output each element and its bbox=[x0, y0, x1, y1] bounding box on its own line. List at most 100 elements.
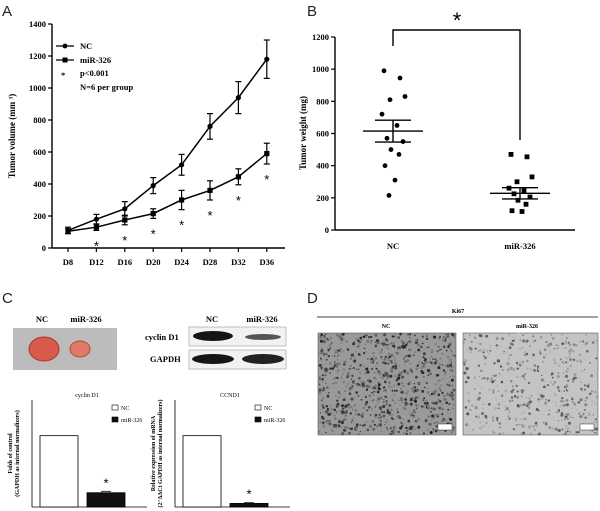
ihc-cell bbox=[525, 352, 529, 356]
ihc-cell bbox=[413, 397, 417, 401]
ihc-cell bbox=[439, 379, 441, 382]
ihc-cell bbox=[414, 416, 416, 418]
ihc-cell bbox=[591, 341, 595, 344]
ihc-cell bbox=[542, 422, 545, 424]
ihc-cell bbox=[340, 341, 343, 345]
ihc-cell bbox=[336, 376, 339, 380]
ihc-cell bbox=[563, 390, 566, 393]
ihc-cell bbox=[572, 380, 574, 383]
ihc-cell bbox=[322, 355, 324, 357]
legend-mir-label: miR-326 bbox=[80, 55, 111, 65]
ihc-cell bbox=[399, 426, 403, 430]
photo-label-nc: NC bbox=[36, 314, 48, 324]
ihc-cell bbox=[328, 344, 330, 346]
ihc-cell bbox=[418, 381, 420, 384]
ihc-cell bbox=[465, 367, 469, 371]
ihc-cell bbox=[333, 417, 337, 420]
ihc-cell bbox=[354, 357, 356, 359]
ihc-cell bbox=[341, 404, 344, 408]
ihc-cell bbox=[489, 344, 492, 347]
chart-b-point-nc bbox=[396, 152, 402, 157]
ihc-cell bbox=[552, 383, 555, 386]
chart-b-point-nc bbox=[384, 135, 390, 141]
ihc-cell bbox=[508, 411, 511, 414]
ihc-cell bbox=[356, 345, 360, 348]
ihc-cell bbox=[332, 386, 334, 388]
panel-c-photo: NC miR-326 bbox=[13, 314, 117, 370]
chart-a-point-mir326 bbox=[65, 228, 71, 234]
ihc-cell bbox=[498, 432, 501, 435]
chart-b-ytick-label: 200 bbox=[316, 193, 329, 203]
ihc-cell bbox=[335, 412, 337, 415]
chart-a-xtick-label: D8 bbox=[63, 257, 73, 267]
ihc-cell bbox=[329, 423, 331, 425]
ihc-cell bbox=[434, 401, 439, 405]
ihc-cell bbox=[346, 377, 348, 379]
ihc-cell bbox=[572, 417, 574, 419]
panel-c-western-blot: NC miR-326 cyclin D1 GAPDH bbox=[145, 314, 287, 370]
ihc-cell bbox=[413, 414, 415, 417]
chart-b-ytick-label: 600 bbox=[316, 129, 329, 139]
ihc-cell bbox=[423, 397, 426, 400]
ihc-cell bbox=[361, 339, 363, 341]
ihc-cell bbox=[402, 343, 405, 345]
ihc-cell bbox=[498, 373, 501, 375]
ihc-cell bbox=[534, 339, 537, 342]
ihc-cell bbox=[441, 338, 445, 342]
ihc-cell bbox=[532, 353, 535, 357]
ihc-cell bbox=[390, 370, 393, 373]
ihc-cell bbox=[383, 398, 385, 401]
ihc-cell bbox=[406, 430, 408, 432]
ihc-cell bbox=[540, 378, 544, 382]
bar-chart-y-label-2: (GAPDH as internal normalizers) bbox=[14, 410, 21, 496]
ihc-cell bbox=[589, 374, 593, 377]
ihc-cell bbox=[353, 396, 356, 398]
ihc-cell bbox=[520, 432, 524, 435]
ihc-cell bbox=[392, 418, 395, 420]
ihc-cell bbox=[551, 336, 555, 340]
ihc-cell bbox=[424, 360, 428, 364]
ihc-cell bbox=[588, 337, 590, 339]
ihc-cell bbox=[516, 396, 519, 399]
ihc-cell bbox=[402, 385, 405, 388]
ihc-cell bbox=[566, 389, 569, 392]
ihc-cell bbox=[319, 352, 321, 354]
ihc-cell bbox=[557, 389, 561, 393]
ihc-cell bbox=[326, 408, 330, 411]
ihc-cell bbox=[579, 359, 582, 361]
ihc-cell bbox=[434, 358, 437, 360]
band-cyclin-nc bbox=[193, 331, 233, 341]
ihc-cell bbox=[548, 409, 550, 412]
ihc-cell bbox=[522, 411, 525, 414]
ihc-cell bbox=[526, 339, 529, 342]
chart-a-point-nc bbox=[264, 56, 270, 62]
ihc-cell bbox=[373, 355, 375, 357]
ihc-cell bbox=[443, 373, 446, 376]
ihc-cell bbox=[376, 425, 379, 427]
ihc-cell bbox=[358, 376, 361, 380]
ihc-cell bbox=[381, 358, 383, 360]
ihc-cell bbox=[520, 395, 523, 398]
chart-b-point-nc bbox=[387, 97, 393, 103]
ihc-cell bbox=[525, 419, 528, 422]
ihc-cell bbox=[401, 371, 403, 374]
ihc-cell bbox=[561, 342, 564, 346]
ihc-cell bbox=[504, 389, 508, 393]
ihc-cell bbox=[576, 371, 578, 373]
ihc-cell bbox=[552, 419, 556, 422]
ihc-cell bbox=[559, 404, 564, 408]
ihc-cell bbox=[516, 367, 519, 370]
ihc-cell bbox=[380, 429, 383, 432]
ihc-cell bbox=[354, 404, 356, 406]
ihc-cell bbox=[572, 358, 576, 362]
ihc-cell bbox=[476, 415, 481, 419]
ihc-background bbox=[462, 332, 599, 436]
ihc-cell bbox=[430, 410, 432, 413]
ihc-cell bbox=[498, 407, 500, 410]
chart-b-point-mir326 bbox=[523, 201, 529, 207]
ihc-cell bbox=[563, 386, 566, 389]
ihc-cell bbox=[431, 414, 435, 418]
ihc-cell bbox=[423, 406, 425, 408]
tumor-nc bbox=[28, 336, 60, 362]
ihc-cell bbox=[422, 356, 425, 359]
